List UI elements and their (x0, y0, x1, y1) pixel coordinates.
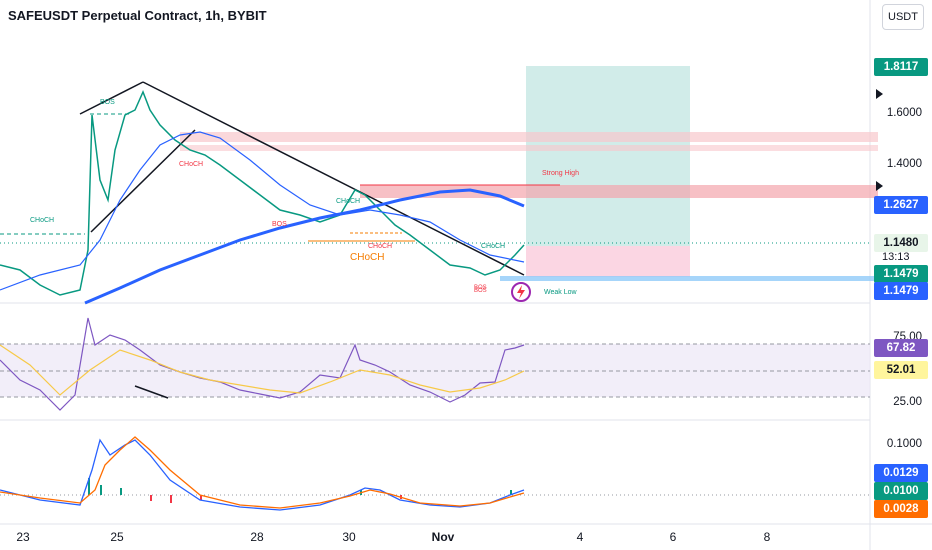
choch-label-4: CHoCH (481, 243, 505, 250)
time-label-30: 30 (342, 530, 356, 544)
blue-level-badge: 1.2627 (874, 196, 928, 214)
choch-label-1: CHoCH (179, 161, 203, 168)
rsi-tick-2: 25.00 (893, 396, 922, 408)
supply-zone-2 (180, 145, 878, 151)
strong-high-label: Strong High (542, 170, 579, 177)
time-axis[interactable]: 23 25 28 30 Nov 4 6 8 (0, 524, 870, 550)
signal-value-badge: 0.0100 (874, 482, 928, 500)
bos-label-top: BOS (100, 99, 115, 106)
time-label-25: 25 (110, 530, 124, 544)
chart-title: SAFEUSDT Perpetual Contract, 1h, BYBIT (8, 8, 267, 23)
choch-label-left: CHoCH (30, 217, 54, 224)
time-label-8: 8 (763, 530, 771, 544)
ema-badge: 1.1479 (874, 265, 928, 283)
time-label-nov: Nov (431, 530, 455, 544)
weak-low-label: Weak Low (544, 289, 577, 296)
macd-line (0, 438, 525, 511)
currency-button[interactable]: USDT (882, 4, 924, 30)
bos-label-bottom-2: BOS (474, 288, 487, 294)
rsi-line (0, 317, 525, 411)
price-tick-2: 1.4000 (886, 158, 922, 170)
last-price-badge: 1.1480 (874, 234, 928, 252)
rsi-value-badge: 67.82 (874, 339, 928, 357)
bos-label-bottom-1: BOS (474, 285, 487, 291)
stop-badge: 1.1479 (874, 282, 928, 300)
macd-tick: 0.1000 (886, 438, 922, 450)
time-label-28: 28 (250, 530, 264, 544)
scale-arrow-2-icon (876, 181, 883, 191)
signal-line (0, 436, 525, 509)
demand-zone (500, 276, 878, 281)
hist-value-badge: 0.0028 (874, 500, 928, 518)
rsi-ma-line (0, 344, 525, 396)
ema-slow (84, 188, 525, 305)
time-label-4: 4 (576, 530, 584, 544)
choch-label-3: CHoCH (368, 243, 392, 250)
choch-label-big: CHoCH (350, 252, 384, 263)
loss-zone (526, 246, 690, 277)
time-label-6: 6 (669, 530, 677, 544)
target-price-badge: 1.8117 (874, 58, 928, 76)
choch-label-2: CHoCH (336, 198, 360, 205)
countdown-label: 13:13 (882, 251, 910, 263)
bos-label-mid: BOS (272, 221, 287, 228)
rsi-ma-badge: 52.01 (874, 361, 928, 379)
ema-fast (0, 131, 525, 291)
price-series (0, 90, 525, 296)
scale-arrow-1-icon (876, 89, 883, 99)
trendline-down (142, 81, 525, 276)
trendline-top (79, 81, 144, 115)
macd-value-badge: 0.0129 (874, 464, 928, 482)
profit-zone (526, 66, 690, 246)
macd-histogram (88, 478, 512, 503)
trendline-up (90, 129, 196, 233)
time-label-23: 23 (16, 530, 30, 544)
supply-zone-1 (180, 132, 878, 142)
price-tick-1: 1.6000 (886, 107, 922, 119)
